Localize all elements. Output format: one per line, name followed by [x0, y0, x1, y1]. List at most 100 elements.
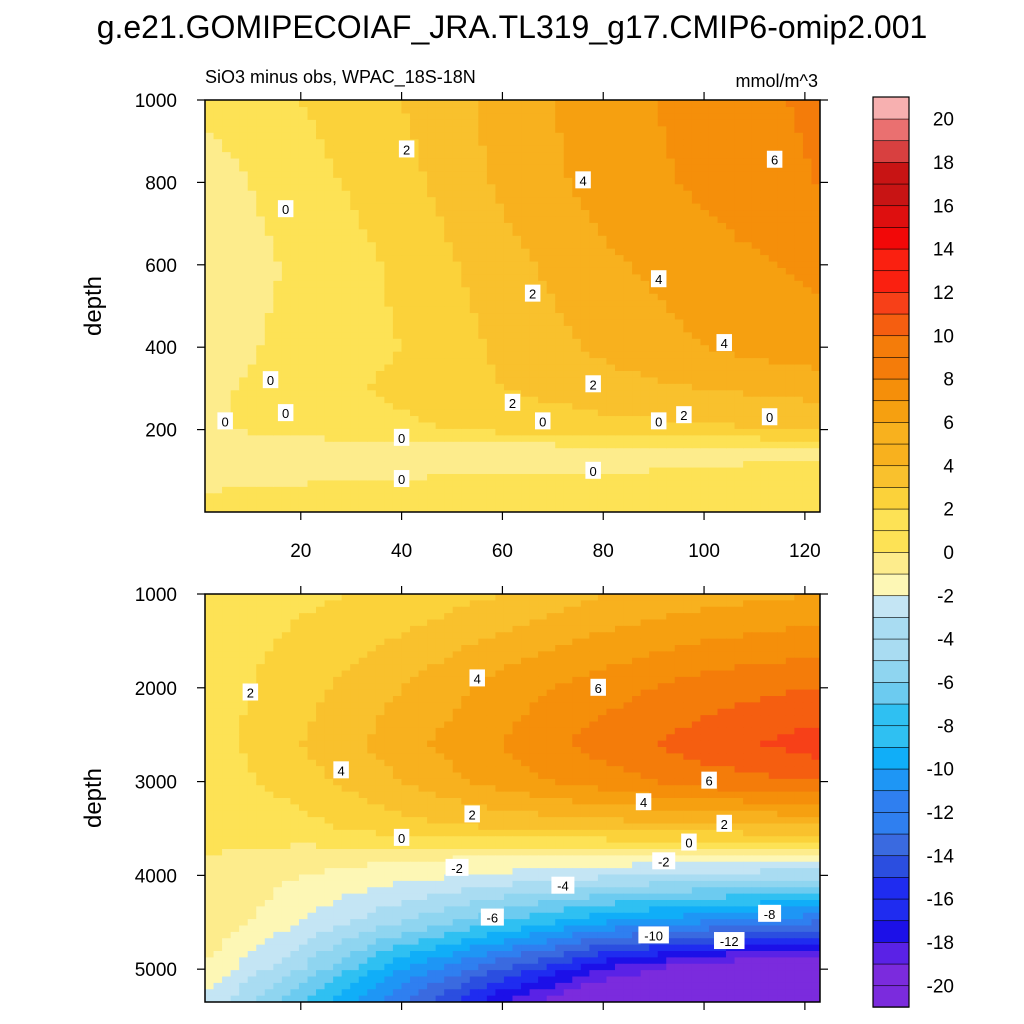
- upper-contour-cell: [452, 421, 462, 429]
- upper-contour-cell: [691, 164, 702, 172]
- upper-contour-cell: [606, 499, 616, 507]
- upper-contour-cell: [589, 273, 599, 281]
- upper-contour-cell: [367, 106, 377, 114]
- upper-contour-cell: [597, 486, 608, 494]
- upper-contour-cell: [341, 132, 351, 140]
- upper-contour-cell: [734, 119, 744, 127]
- upper-contour-cell: [777, 119, 787, 127]
- upper-contour-cell: [418, 460, 428, 468]
- upper-contour-cell: [580, 344, 590, 352]
- upper-contour-cell: [273, 157, 283, 165]
- upper-contour-cell: [563, 479, 573, 487]
- upper-contour-cell: [597, 460, 608, 468]
- upper-contour-cell: [452, 254, 462, 262]
- upper-contour-cell: [751, 415, 761, 423]
- upper-contour-cell: [606, 454, 616, 462]
- deep-contour-cell: [410, 606, 420, 614]
- upper-contour-cell: [632, 492, 642, 500]
- upper-contour-cell: [546, 241, 556, 249]
- upper-contour-cell: [580, 235, 590, 243]
- upper-contour-cell: [213, 363, 223, 371]
- upper-contour-cell: [478, 203, 488, 211]
- upper-contour-cell: [239, 125, 249, 133]
- upper-contour-cell: [691, 273, 702, 281]
- upper-contour-cell: [410, 479, 420, 487]
- upper-contour-cell: [273, 138, 283, 146]
- upper-contour-cell: [700, 447, 710, 455]
- upper-contour-cell: [375, 415, 385, 423]
- upper-contour-cell: [367, 196, 377, 204]
- upper-contour-cell: [350, 486, 360, 494]
- upper-contour-cell: [418, 280, 428, 288]
- upper-contour-cell: [632, 235, 642, 243]
- upper-contour-cell: [538, 441, 548, 449]
- upper-contour-cell: [802, 177, 813, 185]
- upper-contour-cell: [298, 235, 309, 243]
- upper-contour-cell: [546, 318, 556, 326]
- upper-contour-cell: [461, 164, 471, 172]
- upper-contour-cell: [529, 415, 539, 423]
- upper-contour-cell: [486, 203, 497, 211]
- upper-contour-cell: [469, 267, 479, 275]
- upper-contour-cell: [563, 254, 573, 262]
- upper-contour-cell: [281, 383, 292, 391]
- upper-contour-cell: [657, 260, 667, 268]
- upper-contour-cell: [811, 325, 820, 333]
- upper-contour-cell: [760, 209, 770, 217]
- upper-contour-cell: [580, 492, 590, 500]
- upper-contour-cell: [640, 479, 650, 487]
- deep-contour-cell: [632, 594, 642, 601]
- upper-contour-cell: [580, 203, 590, 211]
- upper-contour-cell: [213, 138, 223, 146]
- upper-contour-cell: [503, 370, 514, 378]
- upper-contour-cell: [734, 460, 744, 468]
- upper-contour-cell: [683, 447, 693, 455]
- upper-contour-cell: [247, 164, 257, 172]
- upper-contour-cell: [802, 293, 813, 301]
- upper-contour-cell: [427, 318, 437, 326]
- upper-contour-cell: [316, 260, 326, 268]
- upper-contour-cell: [538, 241, 548, 249]
- upper-contour-cell: [384, 267, 394, 275]
- upper-contour-cell: [649, 492, 659, 500]
- deep-contour-cell: [410, 594, 420, 601]
- upper-contour-cell: [572, 132, 582, 140]
- upper-contour-cell: [717, 383, 727, 391]
- upper-contour-cell: [538, 164, 548, 172]
- upper-contour-cell: [230, 228, 240, 236]
- upper-contour-cell: [726, 499, 736, 507]
- upper-contour-cell: [444, 409, 454, 417]
- upper-contour-cell: [811, 505, 820, 512]
- upper-contour-cell: [298, 396, 309, 404]
- upper-contour-cell: [256, 196, 266, 204]
- upper-contour-cell: [572, 447, 582, 455]
- upper-contour-cell: [589, 241, 599, 249]
- upper-contour-cell: [435, 138, 445, 146]
- upper-contour-cell: [743, 170, 753, 178]
- upper-contour-cell: [777, 112, 787, 120]
- upper-contour-cell: [401, 312, 411, 320]
- upper-contour-cell: [222, 248, 232, 256]
- deep-contour-cell: [708, 606, 719, 614]
- upper-contour-cell: [461, 363, 471, 371]
- upper-contour-cell: [375, 331, 385, 339]
- upper-contour-cell: [273, 357, 283, 365]
- upper-contour-cell: [546, 396, 556, 404]
- upper-contour-cell: [785, 331, 795, 339]
- upper-contour-cell: [410, 215, 420, 223]
- deep-contour-cell: [529, 594, 539, 601]
- upper-contour-cell: [734, 306, 744, 314]
- deep-contour-cell: [350, 613, 360, 621]
- upper-contour-cell: [358, 505, 368, 512]
- upper-contour-cell: [213, 338, 223, 346]
- upper-contour-cell: [521, 402, 531, 410]
- upper-contour-cell: [589, 228, 599, 236]
- upper-contour-cell: [708, 273, 719, 281]
- upper-contour-cell: [375, 383, 385, 391]
- upper-contour-cell: [700, 441, 710, 449]
- upper-contour-cell: [632, 228, 642, 236]
- upper-contour-cell: [802, 486, 813, 494]
- upper-contour-cell: [392, 260, 403, 268]
- upper-contour-cell: [785, 286, 795, 294]
- upper-contour-cell: [751, 396, 761, 404]
